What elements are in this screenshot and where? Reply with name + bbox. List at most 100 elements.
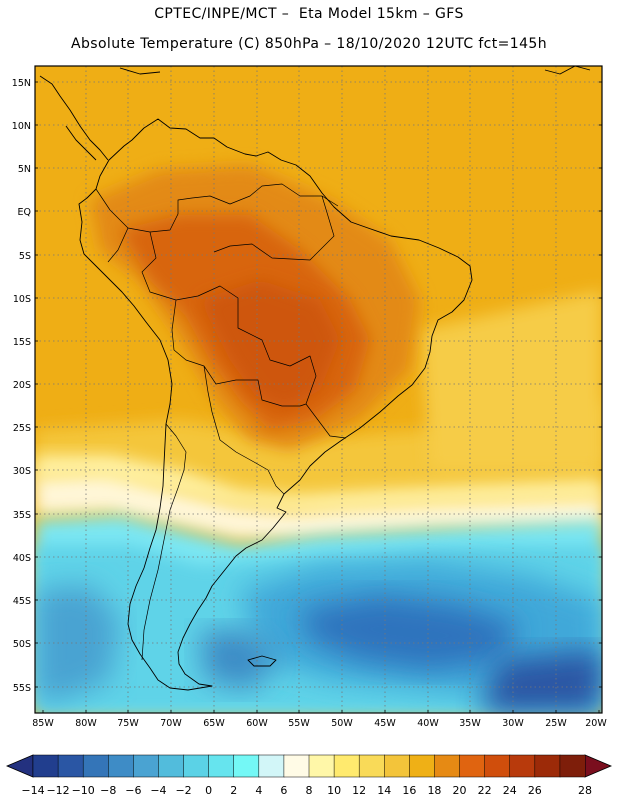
colorbar-label: 24: [503, 784, 517, 797]
country-borders: [95, 183, 347, 661]
colorbar-segment: [183, 754, 210, 778]
colorbar-label: 4: [255, 784, 262, 797]
temperature-colorbar: −14 −12 −10 −8 −6 −4 −2 0 2 4 6 8 10 12 14 16 18 20 22 24 26…: [5, 754, 613, 797]
colorbar-segment: [459, 754, 486, 778]
colorbar-segment: [358, 754, 385, 778]
colorbar-segment: [434, 754, 461, 778]
field-cold-pocket-sw: [200, 630, 280, 690]
lon-label-25w: 25W: [545, 718, 567, 729]
lat-label-55s: 55S: [13, 683, 31, 694]
colorbar-segment: [534, 754, 561, 778]
colorbar-segment: [32, 754, 59, 778]
colorbar-segment: [333, 754, 360, 778]
colorbar-labels: −14 −12 −10 −8 −6 −4 −2 0 2 4 6 8 10 12 14 16 18 20 22 24 26…: [21, 784, 592, 797]
lat-label-10n: 10N: [12, 121, 31, 132]
field-cold-core: [300, 595, 520, 670]
colorbar-label: −4: [150, 784, 166, 797]
field-land-core: [200, 280, 340, 410]
colorbar-label: −6: [125, 784, 141, 797]
colorbar-label: 26: [528, 784, 542, 797]
temperature-field: [35, 66, 602, 713]
lon-label-80w: 80W: [75, 718, 97, 729]
colorbar-segment: [484, 754, 511, 778]
colorbar-segment: [308, 754, 335, 778]
colorbar-segment: [133, 754, 159, 778]
colorbar-segment: [57, 754, 84, 778]
lat-label-25s: 25S: [13, 423, 31, 434]
colorbar-arrow-low: [5, 754, 34, 778]
colorbar-segment: [559, 754, 586, 778]
lon-label-75w: 75W: [117, 718, 139, 729]
colorbar-label: 6: [280, 784, 287, 797]
colorbar-segment: [208, 754, 235, 778]
colorbar-segment: [283, 754, 310, 778]
colorbar-segment: [258, 754, 285, 778]
field-cold-southeast: [480, 650, 602, 713]
lat-label-10s: 10S: [13, 294, 31, 305]
lat-label-30s: 30S: [13, 466, 31, 477]
lon-label-35w: 35W: [459, 718, 481, 729]
colorbar-segment: [509, 754, 536, 778]
colorbar-label: 18: [427, 784, 441, 797]
colorbar-label: 10: [327, 784, 341, 797]
field-front-cream: [35, 470, 602, 540]
lon-label-65w: 65W: [203, 718, 225, 729]
longitude-axis: [42, 710, 600, 713]
lat-label-35s: 35S: [13, 510, 31, 521]
lon-label-30w: 30W: [502, 718, 524, 729]
colorbar-label: −8: [100, 784, 116, 797]
map-frame: [34, 65, 603, 714]
colorbar-label: 12: [352, 784, 366, 797]
lat-label-15s: 15S: [13, 337, 31, 348]
colorbar-label: 0: [205, 784, 212, 797]
colorbar-segment: [82, 754, 109, 778]
colorbar-label: 8: [306, 784, 313, 797]
lon-label-20w: 20W: [585, 718, 607, 729]
lon-label-55w: 55W: [288, 718, 310, 729]
central-america-coastline: [39, 75, 109, 161]
graticule: [35, 66, 602, 713]
lat-label-40s: 40S: [13, 553, 31, 564]
colorbar-segment: [108, 754, 134, 778]
colorbar-label: 20: [453, 784, 467, 797]
colorbar-segment: [158, 754, 185, 778]
map-subtitle: Absolute Temperature (C) 850hPa – 18/10/…: [70, 36, 547, 52]
lat-label-50s: 50S: [13, 639, 31, 650]
field-subtropical-east: [420, 290, 602, 470]
colorbar-label: 2: [230, 784, 237, 797]
colorbar-segment: [233, 754, 260, 778]
colorbar-label: −2: [175, 784, 191, 797]
latitude-labels: 15N 10N 5N EQ 5S 10S 15S 20S 25S 30S 35S…: [12, 78, 31, 694]
field-cold-pocket-west: [35, 585, 120, 700]
lat-label-5s: 5S: [19, 251, 31, 262]
lat-label-5n: 5N: [18, 164, 31, 175]
field-front-yellow: [35, 455, 602, 512]
colorbar-arrow-high: [584, 754, 613, 778]
lat-label-eq: EQ: [18, 207, 31, 218]
colorbar-segment: [409, 754, 435, 778]
lon-label-45w: 45W: [374, 718, 396, 729]
lat-label-45s: 45S: [13, 596, 31, 607]
lon-label-40w: 40W: [417, 718, 439, 729]
colorbar-label: −10: [72, 784, 95, 797]
south-america-coastline: [78, 118, 473, 691]
lon-label-60w: 60W: [246, 718, 268, 729]
lon-label-85w: 85W: [32, 718, 54, 729]
latitude-axis: [35, 81, 602, 688]
colorbar-label: 28: [578, 784, 592, 797]
lon-label-50w: 50W: [331, 718, 353, 729]
map-title: CPTEC/INPE/MCT – Eta Model 15km – GFS: [154, 6, 464, 22]
caribbean-islands: [119, 66, 591, 75]
falkland-islands: [247, 655, 277, 667]
lon-label-70w: 70W: [160, 718, 182, 729]
colorbar-label: 14: [377, 784, 391, 797]
lat-label-20s: 20S: [13, 380, 31, 391]
coastlines-and-borders: [39, 66, 591, 691]
colorbar-label: −12: [46, 784, 69, 797]
colorbar-label: −14: [21, 784, 44, 797]
colorbar-segment: [384, 754, 410, 778]
longitude-labels: 85W 80W 75W 70W 65W 60W 55W 50W 45W 40W …: [32, 718, 607, 729]
colorbar-label: 16: [402, 784, 416, 797]
lat-label-15n: 15N: [12, 78, 31, 89]
